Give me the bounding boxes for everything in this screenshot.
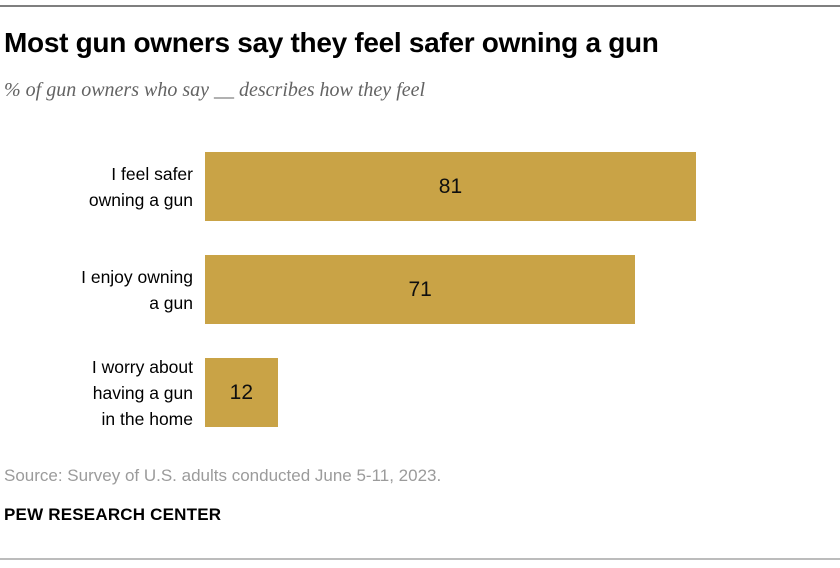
- bar-feel-safer: 81: [205, 152, 696, 221]
- bar-worry: 12: [205, 358, 278, 427]
- top-rule: [0, 5, 840, 7]
- bar-row-worry: I worry about having a gun in the home 1…: [0, 357, 840, 429]
- chart-subtitle: % of gun owners who say __ describes how…: [4, 79, 426, 101]
- bar-value-label: 81: [438, 174, 463, 198]
- bar-category-label: I feel safer owning a gun: [88, 163, 193, 210]
- chart-title: Most gun owners say they feel safer owni…: [4, 27, 659, 58]
- bar-enjoy: 71: [205, 255, 636, 324]
- source-note: Source: Survey of U.S. adults conducted …: [4, 466, 442, 485]
- bar-row-enjoy: I enjoy owning a gun 71: [0, 255, 840, 324]
- bar-value-label: 71: [408, 277, 432, 301]
- bar-chart: I feel safer owning a gun 81 I enjoy own…: [0, 152, 840, 429]
- bar-value-label: 12: [229, 380, 254, 404]
- bottom-rule: [0, 558, 840, 560]
- bar-row-feel-safer: I feel safer owning a gun 81: [0, 152, 840, 221]
- pew-research-center-branding: PEW RESEARCH CENTER: [4, 505, 222, 524]
- bar-category-label: I enjoy owning a gun: [81, 266, 193, 313]
- bar-category-label: I worry about having a gun in the home: [91, 356, 193, 429]
